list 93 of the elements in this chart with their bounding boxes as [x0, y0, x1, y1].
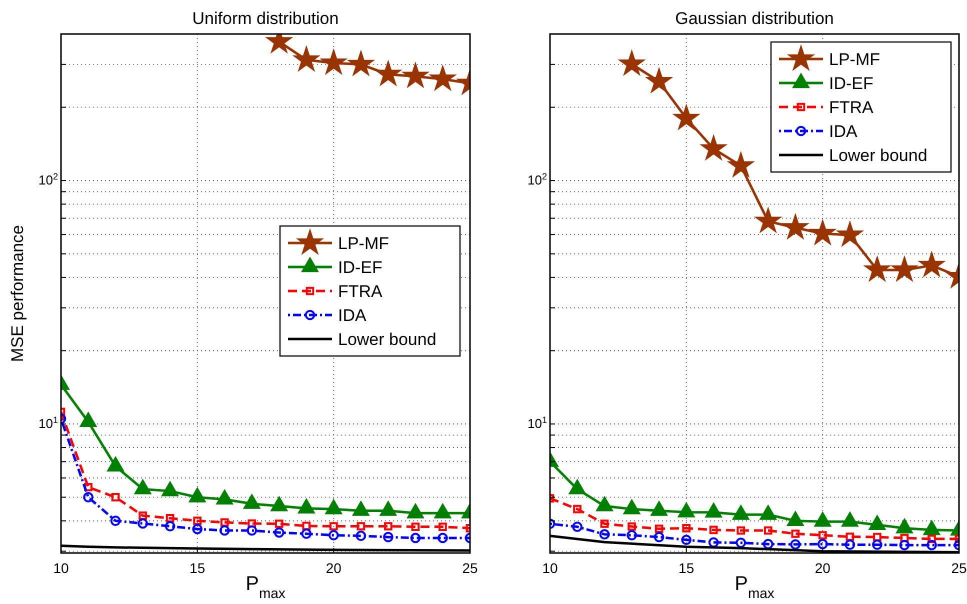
legend-label: FTRA	[829, 98, 874, 117]
legend-label: IDA	[338, 306, 367, 325]
point	[274, 520, 284, 528]
x-tick-label: 25	[951, 560, 967, 576]
point	[900, 534, 909, 542]
point	[817, 538, 828, 550]
point	[220, 518, 229, 527]
point	[681, 534, 692, 546]
point	[708, 537, 719, 548]
chart-title: Gaussian distribution	[675, 9, 834, 28]
point	[193, 516, 202, 525]
point	[356, 522, 366, 530]
point	[654, 532, 664, 542]
legend-label: LP-MF	[829, 50, 880, 69]
point	[926, 540, 937, 550]
point	[682, 524, 690, 532]
point	[573, 504, 582, 514]
point	[376, 62, 400, 85]
y-tick-label: 10$^{1}$	[527, 415, 547, 432]
point	[572, 522, 582, 532]
point	[328, 530, 339, 540]
legend-label: ID-EF	[338, 258, 382, 277]
point	[164, 521, 176, 532]
x-tick-label: 25	[462, 560, 478, 576]
point	[111, 493, 120, 502]
legend-label: ID-EF	[829, 74, 874, 93]
point	[192, 524, 203, 534]
y-axis-title: MSE performance	[8, 225, 27, 362]
legend-label: Lower bound	[338, 330, 436, 349]
point	[844, 540, 856, 550]
point	[438, 532, 448, 544]
point	[899, 540, 910, 550]
point	[438, 522, 447, 531]
point	[756, 208, 780, 232]
chart-title: Uniform distribution	[192, 9, 339, 28]
x-axis-title: P$_{max}$	[734, 573, 774, 601]
point	[873, 532, 882, 542]
point	[736, 538, 746, 548]
point	[330, 522, 338, 530]
point	[702, 136, 726, 160]
legend-label: IDA	[829, 122, 858, 141]
point	[383, 532, 394, 542]
point	[83, 492, 94, 502]
point	[248, 519, 256, 528]
y-tick-label: 10$^{2}$	[527, 172, 547, 188]
point	[356, 530, 366, 542]
point	[762, 538, 774, 550]
point	[790, 539, 801, 550]
legend-label: Lower bound	[829, 146, 928, 165]
point	[166, 514, 174, 522]
y-tick-label: 10$^{1}$	[38, 415, 58, 432]
point	[818, 531, 827, 540]
point	[302, 522, 311, 530]
point	[219, 525, 230, 536]
point	[810, 220, 835, 244]
point	[410, 532, 421, 544]
point	[674, 106, 698, 129]
x-tick-label: 20	[326, 560, 342, 576]
point	[384, 522, 392, 530]
legend-label: FTRA	[338, 282, 384, 301]
point	[791, 530, 800, 538]
point	[600, 520, 609, 528]
point	[138, 511, 147, 520]
point	[920, 252, 944, 276]
y-tick-label: 10$^{2}$	[38, 172, 58, 188]
point	[348, 52, 373, 75]
point	[764, 526, 772, 535]
point	[872, 540, 882, 550]
point	[294, 47, 318, 70]
point	[599, 529, 610, 540]
point	[846, 532, 854, 541]
point	[709, 526, 718, 534]
point	[138, 518, 148, 529]
legend-label: LP-MF	[338, 234, 389, 253]
x-tick-label: 10	[53, 560, 69, 576]
point	[301, 528, 312, 539]
point	[274, 527, 284, 538]
point	[654, 524, 664, 533]
point	[628, 522, 636, 531]
point	[84, 482, 92, 492]
x-tick-label: 15	[678, 560, 694, 576]
point	[865, 257, 890, 280]
x-tick-label: 15	[190, 560, 206, 576]
x-tick-label: 10	[542, 560, 558, 576]
point	[322, 50, 346, 74]
point	[411, 522, 420, 531]
point	[246, 525, 258, 536]
x-tick-label: 20	[814, 560, 831, 576]
point	[928, 534, 936, 544]
point	[110, 516, 121, 526]
point	[626, 530, 637, 540]
x-axis-title: P$_{max}$	[246, 573, 286, 601]
point	[736, 526, 746, 535]
